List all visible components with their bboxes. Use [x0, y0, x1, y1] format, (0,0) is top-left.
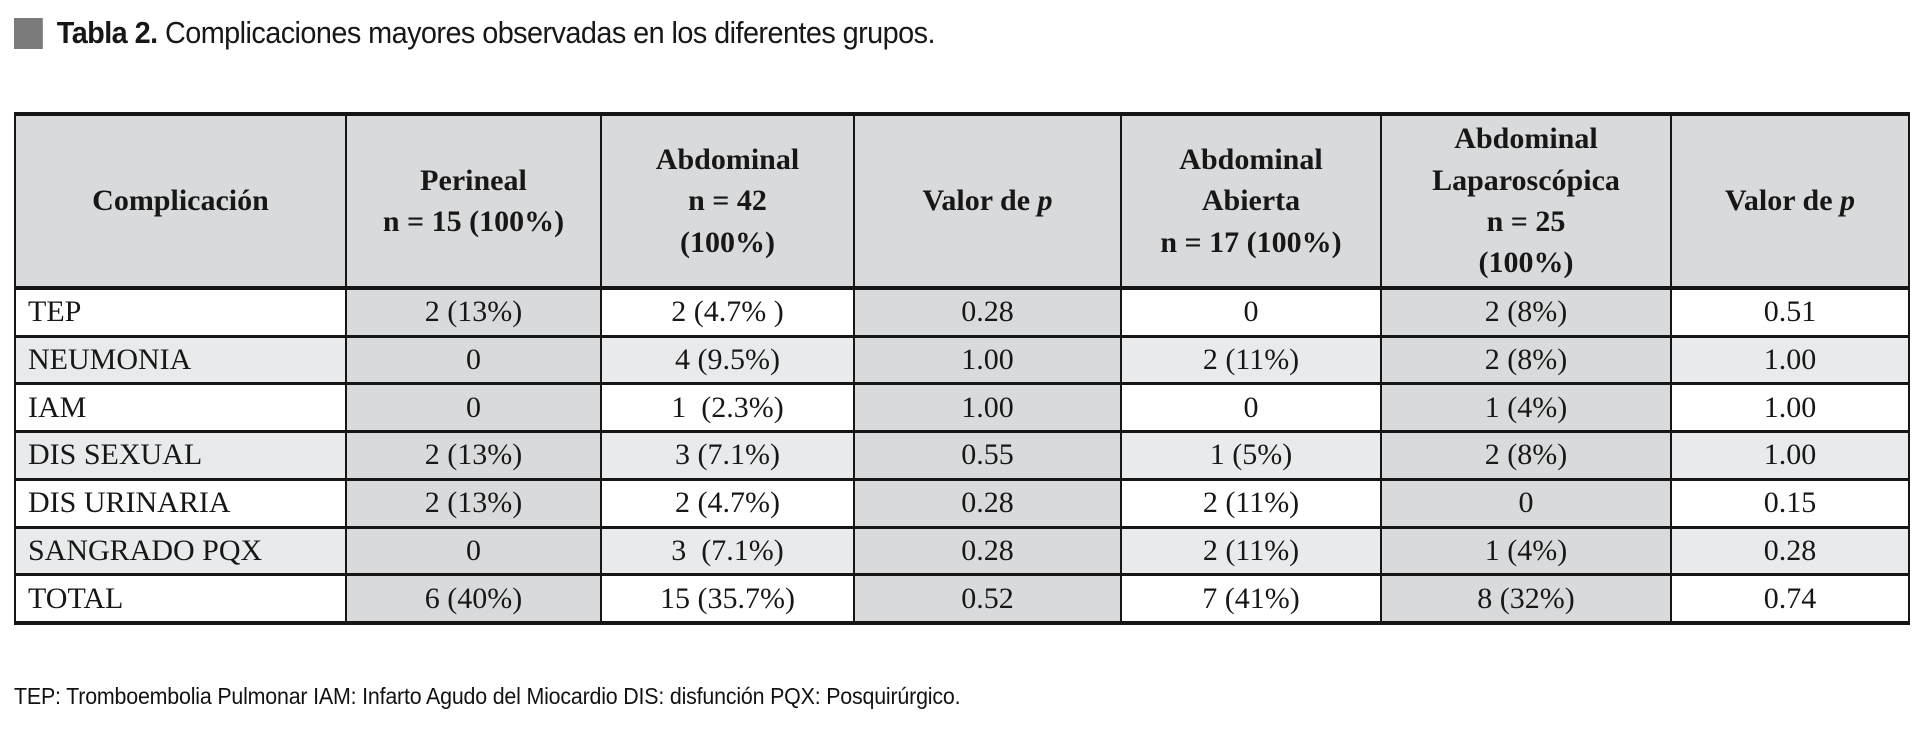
table-footnote: TEP: Tromboembolia Pulmonar IAM: Infarto…: [14, 683, 961, 709]
table-cell: 2 (8%): [1380, 286, 1672, 338]
col-header-abdominal-abierta: Abdominal Abierta n = 17 (100%): [1120, 112, 1382, 290]
table-cell: 0.55: [853, 430, 1122, 481]
complications-table: Complicación Perineal n = 15 (100%) Abdo…: [14, 112, 1910, 625]
table-title-caption: Complicaciones mayores observadas en los…: [157, 15, 936, 50]
table-cell: 2 (4.7%): [600, 477, 855, 529]
table-cell: 1 (4%): [1380, 525, 1672, 577]
col-header-abdominal: Abdominal n = 42 (100%): [600, 112, 855, 290]
table-cell: 0.52: [853, 573, 1122, 625]
valor-p-prefix: Valor de: [922, 184, 1038, 218]
table-row-dis-urinaria: DIS URINARIA 2 (13%) 2 (4.7%) 0.28 2 (11…: [14, 477, 1910, 529]
table-cell: 1 (5%): [1120, 430, 1382, 481]
table-cell: 1.00: [1670, 382, 1910, 434]
row-label: DIS SEXUAL: [14, 430, 347, 481]
table-title: Tabla 2. Complicaciones mayores observad…: [14, 15, 935, 51]
table-cell: 0: [1120, 382, 1382, 434]
col-header-perineal: Perineal n = 15 (100%): [345, 112, 602, 290]
table-cell: 0: [345, 525, 602, 577]
table-cell: 4 (9.5%): [600, 334, 855, 386]
table-cell: 0.15: [1670, 477, 1910, 529]
table-cell: 2 (11%): [1120, 525, 1382, 577]
col-header-valor-p-2: Valor de p: [1670, 112, 1910, 290]
square-marker-icon: [14, 17, 43, 49]
table-cell: 2 (4.7% ): [600, 286, 855, 338]
table-row-total: TOTAL 6 (40%) 15 (35.7%) 0.52 7 (41%) 8 …: [14, 573, 1910, 625]
table-cell: 0.28: [853, 286, 1122, 338]
row-label: NEUMONIA: [14, 334, 347, 386]
row-label: TOTAL: [14, 573, 347, 625]
table-row-tep: TEP 2 (13%) 2 (4.7% ) 0.28 0 2 (8%) 0.51: [14, 286, 1910, 338]
table-cell: 0.28: [853, 525, 1122, 577]
table-cell: 1.00: [1670, 334, 1910, 386]
table-cell: 0.28: [1670, 525, 1910, 577]
table-cell: 2 (11%): [1120, 334, 1382, 386]
table-cell: 1.00: [853, 382, 1122, 434]
table-cell: 1.00: [1670, 430, 1910, 481]
table-cell: 0.28: [853, 477, 1122, 529]
table-row-neumonia: NEUMONIA 0 4 (9.5%) 1.00 2 (11%) 2 (8%) …: [14, 334, 1910, 386]
table-cell: 8 (32%): [1380, 573, 1672, 625]
row-label: DIS URINARIA: [14, 477, 347, 529]
valor-p-italic: p: [1840, 184, 1856, 218]
table-cell: 0: [345, 334, 602, 386]
table-cell: 0.51: [1670, 286, 1910, 338]
table-title-text: Tabla 2. Complicaciones mayores observad…: [56, 15, 936, 51]
row-label: TEP: [14, 286, 347, 338]
row-label: IAM: [14, 382, 347, 434]
col-header-abdominal-laparoscopica: Abdominal Laparoscópica n = 25 (100%): [1380, 112, 1672, 290]
table-cell: 0: [345, 382, 602, 434]
table-cell: 2 (8%): [1380, 334, 1672, 386]
table-row-iam: IAM 0 1 (2.3%) 1.00 0 1 (4%) 1.00: [14, 382, 1910, 434]
table-row-dis-sexual: DIS SEXUAL 2 (13%) 3 (7.1%) 0.55 1 (5%) …: [14, 430, 1910, 481]
table-cell: 15 (35.7%): [600, 573, 855, 625]
table-cell: 1 (2.3%): [600, 382, 855, 434]
table-cell: 3 (7.1%): [600, 525, 855, 577]
table-cell: 2 (13%): [345, 477, 602, 529]
table-cell: 1 (4%): [1380, 382, 1672, 434]
col-header-valor-p-1: Valor de p: [853, 112, 1122, 290]
valor-p-prefix: Valor de: [1724, 184, 1841, 218]
table-cell: 2 (13%): [345, 286, 602, 338]
table-cell: 3 (7.1%): [600, 430, 855, 481]
table-cell: 7 (41%): [1120, 573, 1382, 625]
header-row: Complicación Perineal n = 15 (100%) Abdo…: [14, 112, 1910, 290]
row-label: SANGRADO PQX: [14, 525, 347, 577]
table-cell: 2 (11%): [1120, 477, 1382, 529]
table-cell: 1.00: [853, 334, 1122, 386]
table-cell: 6 (40%): [345, 573, 602, 625]
table-cell: 0.74: [1670, 573, 1910, 625]
table-cell: 2 (13%): [345, 430, 602, 481]
valor-p-italic: p: [1037, 184, 1053, 218]
table-title-number: Tabla 2.: [56, 15, 158, 50]
table-cell: 0: [1120, 286, 1382, 338]
table-row-sangrado-pqx: SANGRADO PQX 0 3 (7.1%) 0.28 2 (11%) 1 (…: [14, 525, 1910, 577]
table-cell: 0: [1380, 477, 1672, 529]
col-header-complicacion: Complicación: [14, 112, 347, 290]
table-cell: 2 (8%): [1380, 430, 1672, 481]
